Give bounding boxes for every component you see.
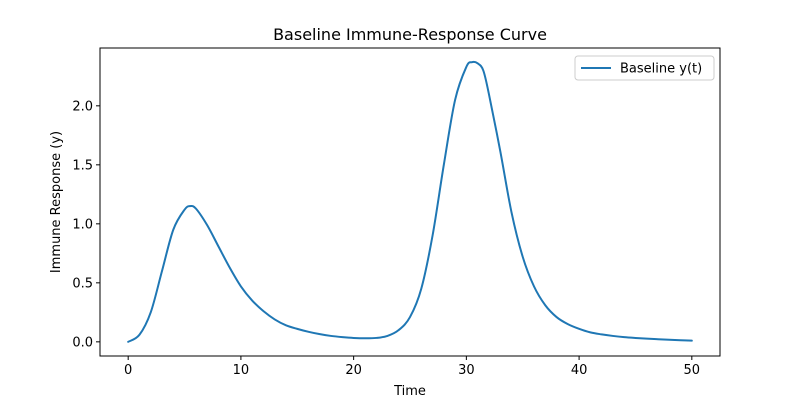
y-axis-ticks: 0.0 0.5 1.0 1.5 2.0 [72,99,100,350]
x-axis-label: Time [393,384,426,399]
legend-box [574,55,715,81]
x-tick-label: 20 [345,363,362,378]
y-tick-label: 1.0 [72,217,93,232]
x-tick-label: 0 [124,363,132,378]
y-tick-label: 0.0 [72,335,93,350]
legend: Baseline y(t) [574,55,715,81]
x-tick-label: 10 [233,363,250,378]
x-tick-label: 50 [684,363,701,378]
chart-title: Baseline Immune-Response Curve [273,25,547,44]
x-tick-label: 30 [458,363,475,378]
legend-label: Baseline y(t) [620,62,702,77]
y-tick-label: 2.0 [72,99,93,114]
y-axis-label: Immune Response (y) [49,131,64,273]
y-tick-label: 0.5 [72,276,93,291]
y-tick-label: 1.5 [72,158,93,173]
plot-area-frame [99,47,721,357]
x-axis-ticks: 0 10 20 30 40 50 [124,356,700,378]
x-tick-label: 40 [571,363,588,378]
series-line-baseline [127,60,693,343]
